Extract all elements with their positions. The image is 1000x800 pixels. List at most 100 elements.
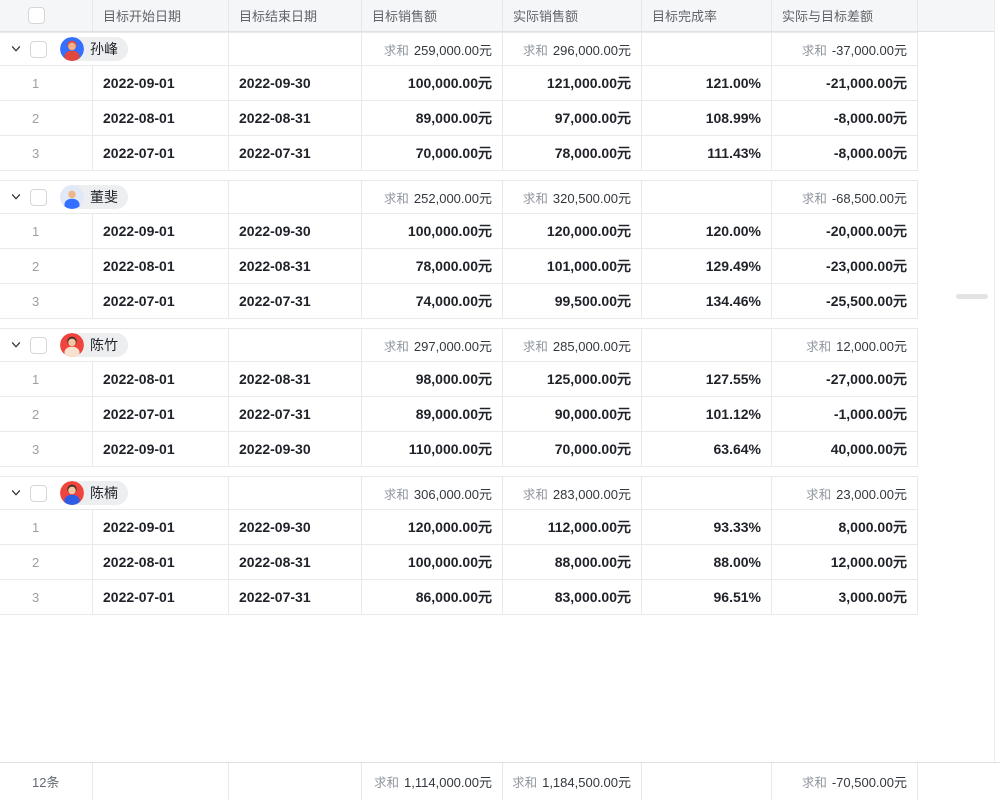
cell-difference[interactable]: 12,000.00元: [772, 545, 918, 579]
cell-end-empty[interactable]: [229, 329, 362, 361]
cell-actual-sales[interactable]: 121,000.00元: [503, 66, 642, 100]
cell-completion-rate[interactable]: 111.43%: [642, 136, 772, 170]
cell-target-sales[interactable]: 98,000.00元: [362, 362, 503, 396]
cell-target-sales[interactable]: 86,000.00元: [362, 580, 503, 614]
cell-difference[interactable]: -8,000.00元: [772, 136, 918, 170]
group-checkbox[interactable]: [30, 484, 47, 502]
group-sum-diff[interactable]: 求和 -37,000.00元: [772, 33, 918, 65]
cell-end-date[interactable]: 2022-09-30: [229, 432, 362, 466]
group-sum-target[interactable]: 求和 297,000.00元: [362, 329, 503, 361]
cell-target-sales[interactable]: 89,000.00元: [362, 397, 503, 431]
select-all-checkbox[interactable]: [28, 7, 45, 24]
cell-difference[interactable]: -23,000.00元: [772, 249, 918, 283]
column-header-rate[interactable]: 目标完成率: [642, 0, 772, 31]
cell-completion-rate[interactable]: 121.00%: [642, 66, 772, 100]
group-checkbox[interactable]: [30, 188, 47, 206]
group-title-cell[interactable]: 陈楠: [0, 477, 229, 509]
cell-target-sales[interactable]: 89,000.00元: [362, 101, 503, 135]
cell-end-date[interactable]: 2022-07-31: [229, 284, 362, 318]
chevron-down-icon[interactable]: [9, 190, 23, 204]
cell-target-sales[interactable]: 110,000.00元: [362, 432, 503, 466]
column-header-target[interactable]: 目标销售额: [362, 0, 503, 31]
cell-difference[interactable]: -20,000.00元: [772, 214, 918, 248]
group-sum-target[interactable]: 求和 252,000.00元: [362, 181, 503, 213]
cell-start-date[interactable]: 2022-09-01: [93, 214, 229, 248]
group-checkbox[interactable]: [30, 336, 47, 354]
column-header-start[interactable]: 目标开始日期: [93, 0, 229, 31]
cell-completion-rate[interactable]: 63.64%: [642, 432, 772, 466]
cell-difference[interactable]: 8,000.00元: [772, 510, 918, 544]
cell-actual-sales[interactable]: 70,000.00元: [503, 432, 642, 466]
cell-end-date[interactable]: 2022-08-31: [229, 545, 362, 579]
cell-start-date[interactable]: 2022-07-01: [93, 580, 229, 614]
cell-actual-sales[interactable]: 120,000.00元: [503, 214, 642, 248]
cell-end-date[interactable]: 2022-08-31: [229, 249, 362, 283]
group-sum-diff[interactable]: 求和 12,000.00元: [772, 329, 918, 361]
cell-completion-rate[interactable]: 108.99%: [642, 101, 772, 135]
column-header-actual[interactable]: 实际销售额: [503, 0, 642, 31]
cell-difference[interactable]: 3,000.00元: [772, 580, 918, 614]
cell-difference[interactable]: -1,000.00元: [772, 397, 918, 431]
cell-completion-rate[interactable]: 93.33%: [642, 510, 772, 544]
group-sum-actual[interactable]: 求和 296,000.00元: [503, 33, 642, 65]
cell-start-date[interactable]: 2022-07-01: [93, 397, 229, 431]
cell-start-date[interactable]: 2022-08-01: [93, 249, 229, 283]
cell-actual-sales[interactable]: 78,000.00元: [503, 136, 642, 170]
group-sum-diff[interactable]: 求和 23,000.00元: [772, 477, 918, 509]
chevron-down-icon[interactable]: [9, 42, 23, 56]
chevron-down-icon[interactable]: [9, 486, 23, 500]
cell-actual-sales[interactable]: 99,500.00元: [503, 284, 642, 318]
cell-actual-sales[interactable]: 101,000.00元: [503, 249, 642, 283]
cell-end-date[interactable]: 2022-08-31: [229, 362, 362, 396]
cell-start-date[interactable]: 2022-09-01: [93, 432, 229, 466]
cell-rate-empty[interactable]: [642, 181, 772, 213]
cell-end-empty[interactable]: [229, 477, 362, 509]
cell-target-sales[interactable]: 100,000.00元: [362, 214, 503, 248]
cell-target-sales[interactable]: 78,000.00元: [362, 249, 503, 283]
cell-actual-sales[interactable]: 112,000.00元: [503, 510, 642, 544]
cell-end-date[interactable]: 2022-09-30: [229, 510, 362, 544]
cell-target-sales[interactable]: 100,000.00元: [362, 66, 503, 100]
cell-start-date[interactable]: 2022-08-01: [93, 101, 229, 135]
cell-actual-sales[interactable]: 83,000.00元: [503, 580, 642, 614]
cell-actual-sales[interactable]: 90,000.00元: [503, 397, 642, 431]
cell-start-date[interactable]: 2022-09-01: [93, 510, 229, 544]
cell-actual-sales[interactable]: 88,000.00元: [503, 545, 642, 579]
group-sum-actual[interactable]: 求和 283,000.00元: [503, 477, 642, 509]
column-header-diff[interactable]: 实际与目标差额: [772, 0, 918, 31]
cell-end-date[interactable]: 2022-07-31: [229, 397, 362, 431]
cell-end-date[interactable]: 2022-08-31: [229, 101, 362, 135]
cell-target-sales[interactable]: 74,000.00元: [362, 284, 503, 318]
cell-completion-rate[interactable]: 120.00%: [642, 214, 772, 248]
column-header-end[interactable]: 目标结束日期: [229, 0, 362, 31]
cell-completion-rate[interactable]: 96.51%: [642, 580, 772, 614]
cell-rate-empty[interactable]: [642, 477, 772, 509]
cell-end-date[interactable]: 2022-09-30: [229, 66, 362, 100]
cell-start-date[interactable]: 2022-08-01: [93, 362, 229, 396]
cell-target-sales[interactable]: 100,000.00元: [362, 545, 503, 579]
cell-completion-rate[interactable]: 129.49%: [642, 249, 772, 283]
cell-difference[interactable]: -21,000.00元: [772, 66, 918, 100]
cell-rate-empty[interactable]: [642, 329, 772, 361]
group-sum-actual[interactable]: 求和 285,000.00元: [503, 329, 642, 361]
group-title-cell[interactable]: 陈竹: [0, 329, 229, 361]
group-sum-target[interactable]: 求和 259,000.00元: [362, 33, 503, 65]
cell-completion-rate[interactable]: 101.12%: [642, 397, 772, 431]
chevron-down-icon[interactable]: [9, 338, 23, 352]
cell-rate-empty[interactable]: [642, 33, 772, 65]
group-title-cell[interactable]: 孙峰: [0, 33, 229, 65]
cell-start-date[interactable]: 2022-07-01: [93, 284, 229, 318]
group-sum-diff[interactable]: 求和 -68,500.00元: [772, 181, 918, 213]
cell-end-date[interactable]: 2022-07-31: [229, 136, 362, 170]
cell-end-empty[interactable]: [229, 181, 362, 213]
group-checkbox[interactable]: [30, 40, 47, 58]
cell-difference[interactable]: -25,500.00元: [772, 284, 918, 318]
cell-end-date[interactable]: 2022-07-31: [229, 580, 362, 614]
cell-difference[interactable]: -27,000.00元: [772, 362, 918, 396]
group-sum-actual[interactable]: 求和 320,500.00元: [503, 181, 642, 213]
scrollbar-thumb[interactable]: [956, 294, 988, 299]
group-sum-target[interactable]: 求和 306,000.00元: [362, 477, 503, 509]
cell-target-sales[interactable]: 120,000.00元: [362, 510, 503, 544]
cell-completion-rate[interactable]: 127.55%: [642, 362, 772, 396]
cell-actual-sales[interactable]: 125,000.00元: [503, 362, 642, 396]
